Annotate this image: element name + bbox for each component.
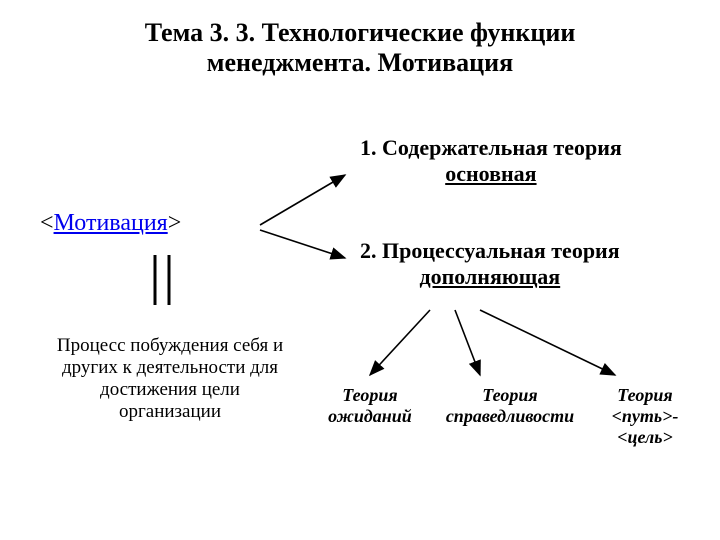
sub3-l2: <путь>- — [590, 406, 700, 427]
theory-1-line1: 1. Содержательная теория — [360, 135, 622, 161]
theory-2-line2: дополняющая — [360, 264, 620, 290]
theory-2: 2. Процессуальная теория дополняющая — [360, 238, 620, 290]
motivation-link[interactable]: Мотивация — [54, 210, 168, 236]
motivation-heading: <Мотивация> — [40, 210, 181, 237]
sub3-l1: Теория — [590, 385, 700, 406]
heading-suffix: > — [168, 210, 182, 236]
sub-theory-1: Теория ожиданий — [310, 385, 430, 427]
sub1-l1: Теория — [310, 385, 430, 406]
sub2-l2: справедливости — [420, 406, 600, 427]
sub2-l1: Теория — [420, 385, 600, 406]
theory-1: 1. Содержательная теория основная — [360, 135, 622, 187]
heading-prefix: < — [40, 210, 54, 236]
sub-theory-2: Теория справедливости — [420, 385, 600, 427]
theory-2-line1: 2. Процессуальная теория — [360, 238, 620, 264]
slide-title: Тема 3. 3. Технологические функции менед… — [0, 18, 720, 78]
sub3-l3: <цель> — [590, 427, 700, 448]
sub-theory-3: Теория <путь>- <цель> — [590, 385, 700, 448]
motivation-definition: Процесс побуждения себя и других к деяте… — [30, 335, 310, 423]
sub1-l2: ожиданий — [310, 406, 430, 427]
theory-1-line2: основная — [360, 161, 622, 187]
